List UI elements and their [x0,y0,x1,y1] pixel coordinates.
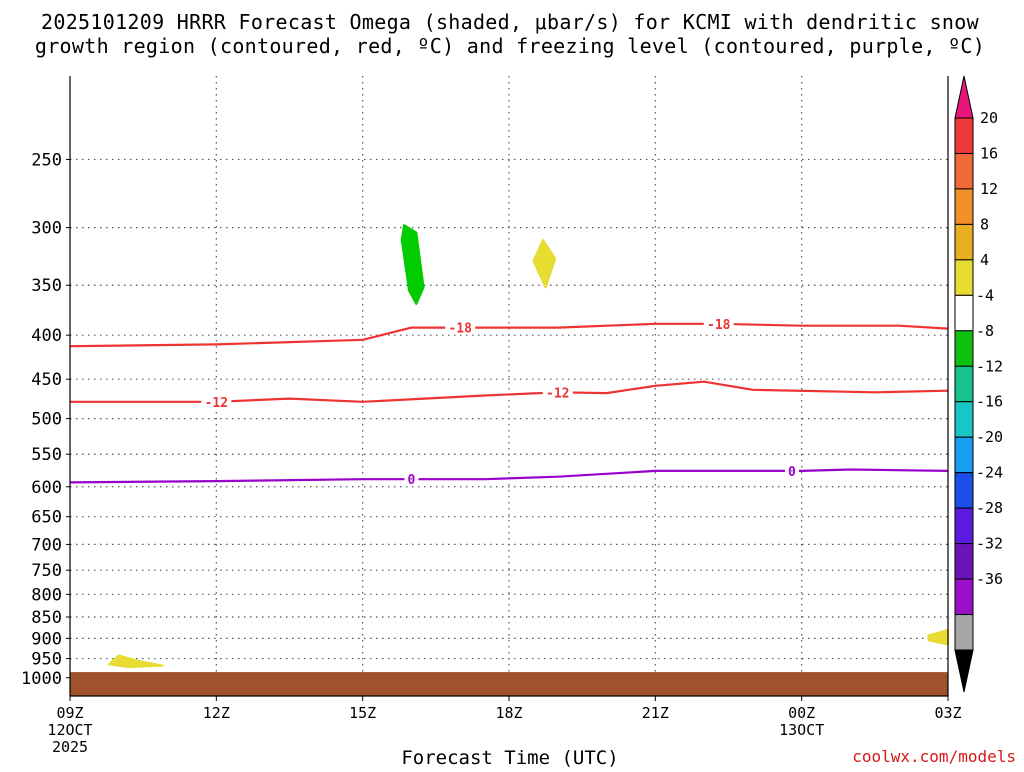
colorbar-tick-label--24: -24 [976,464,1003,482]
contour-label--18: -18 [707,318,731,333]
y-tick-label-350: 350 [31,276,62,296]
omega-colorbar: 20 16 12 8 4 -4 -8 -12 -16 -20 -24 -28 -32 -36 [954,75,1003,693]
colorbar-box-3 [954,188,974,225]
y-tick-label-850: 850 [31,608,62,628]
colorbar-box-12 [954,507,974,545]
colorbar-tick-label--16: -16 [976,393,1003,411]
x-tick-label-18Z: 18Z [495,704,522,722]
colorbar-tick-label--36: -36 [976,570,1003,588]
colorbar-box-14 [954,578,974,616]
contour-label-0: 0 [788,465,796,480]
x-tick-label-03Z: 03Z [934,704,961,722]
contour-label-bg [542,384,573,400]
terrain-band [70,672,948,696]
colorbar-tick-label--20: -20 [976,428,1003,446]
contour-line--12 [70,380,949,403]
y-tick-label-900: 900 [31,629,62,649]
contour-label-bg [784,462,799,478]
omega-region-3 [108,654,164,669]
x-tick-label-12Z: 12Z [203,704,230,722]
x-tick-label-15Z: 15Z [349,704,376,722]
x-tick-year-09Z: 2025 [52,738,88,756]
y-tick-label-550: 550 [31,445,62,465]
contour-label--12: -12 [205,396,228,411]
y-tick-label-1000: 1000 [21,669,62,689]
colorbar-tick-label--12: -12 [976,357,1003,375]
credit-text: coolwx.com/models [852,747,1016,766]
colorbar-box-7 [954,330,974,367]
colorbar-tick-label-8: 8 [980,215,989,233]
colorbar-box-10 [954,436,974,474]
contour-label--18: -18 [448,322,472,337]
contour-label-bg [445,319,476,335]
colorbar-box-6 [954,294,974,332]
y-tick-label-500: 500 [31,410,62,430]
colorbar-box-8 [954,365,974,403]
chart-title-line-1: 2025101209 HRRR Forecast Omega (shaded, … [41,10,980,34]
omega-region-1 [400,224,425,305]
contour-line--18 [69,322,949,348]
temperature-contours: -18 -18 -12 -12 0 0 [69,315,949,488]
x-tick-label-21Z: 21Z [642,704,669,722]
contour-line-0 [69,468,949,484]
y-tick-label-650: 650 [31,508,62,528]
contour-label-bg [201,393,232,409]
colorbar-box-11 [954,472,974,509]
plot-axes: 2503003504004505005506006507007508008509… [21,76,962,756]
x-tick-label-09Z: 09Z [56,704,83,722]
colorbar-box-1 [954,117,974,154]
colorbar-tick-label-20: 20 [980,109,998,127]
chart-title-line-2: growth region (contoured, red, ºC) and f… [35,34,985,58]
colorbar-box-2 [954,152,974,190]
contour-label-bg [404,471,419,487]
colorbar-box-4 [954,223,974,261]
colorbar-tick-label--4: -4 [976,286,994,304]
x-tick-date-00Z: 13OCT [779,721,824,739]
colorbar-tick-label-12: 12 [980,180,998,198]
x-tick-label-00Z: 00Z [788,704,815,722]
contour-label--12: -12 [546,386,569,401]
colorbar-box-15 [954,614,974,651]
colorbar-box-5 [954,259,974,296]
colorbar-box-13 [954,543,974,580]
colorbar-tick-label-4: 4 [980,251,989,269]
y-tick-label-950: 950 [31,650,62,670]
colorbar-box-9 [954,401,974,438]
colorbar-tick-label--32: -32 [976,535,1003,553]
omega-region-2 [532,238,557,289]
colorbar-tick-label-16: 16 [980,144,998,162]
y-tick-label-250: 250 [31,150,62,170]
y-tick-label-700: 700 [31,535,62,555]
y-tick-label-800: 800 [31,585,62,605]
y-tick-label-450: 450 [31,370,62,390]
omega-shading [108,224,949,669]
y-tick-label-300: 300 [31,219,62,239]
contour-label-0: 0 [408,473,416,488]
contour-label-bg [703,315,734,331]
colorbar-tick-label--28: -28 [976,499,1003,517]
terrain-fill [70,672,948,696]
colorbar-tick-label--8: -8 [976,322,994,340]
y-tick-label-400: 400 [31,326,62,346]
y-tick-label-600: 600 [31,478,62,498]
colorbar-bottom-arrow [954,649,974,693]
x-tick-date-09Z: 12OCT [47,721,92,739]
x-axis-label: Forecast Time (UTC) [401,747,618,768]
y-tick-label-750: 750 [31,561,62,581]
